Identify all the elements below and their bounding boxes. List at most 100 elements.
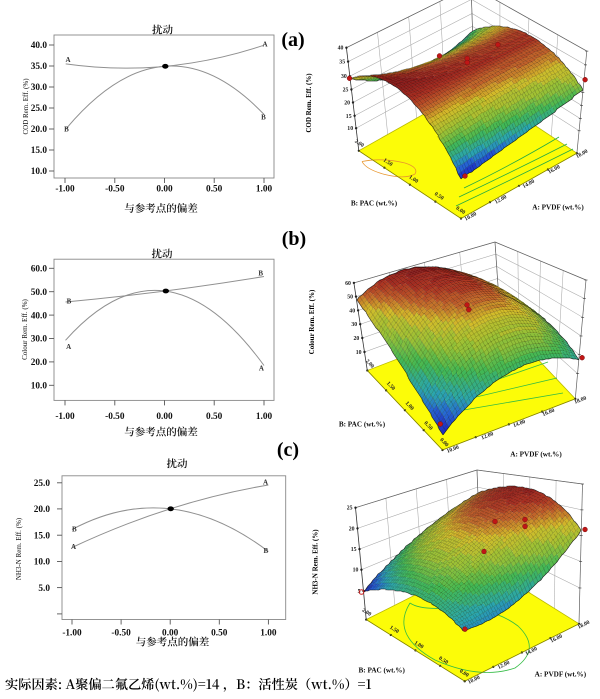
svg-text:Colour Rem. Eff. (%): Colour Rem. Eff. (%) [308, 289, 316, 354]
svg-text:10.0: 10.0 [31, 382, 48, 392]
svg-text:25: 25 [347, 506, 353, 512]
svg-text:35.0: 35.0 [31, 62, 48, 72]
svg-text:2.00: 2.00 [361, 608, 373, 618]
svg-text:0.00: 0.00 [458, 669, 470, 679]
svg-text:10.00: 10.00 [446, 445, 460, 455]
svg-text:(c): (c) [277, 439, 299, 461]
svg-text:30.0: 30.0 [31, 83, 48, 93]
svg-text:-0.50: -0.50 [111, 629, 131, 639]
svg-text:B: PAC (wt.%): B: PAC (wt.%) [339, 421, 386, 429]
svg-text:B: B [258, 269, 263, 277]
svg-text:18.00: 18.00 [574, 395, 588, 405]
svg-text:-1.00: -1.00 [55, 412, 75, 422]
svg-text:50.0: 50.0 [31, 288, 48, 298]
svg-text:A: A [262, 41, 267, 49]
svg-text:25.0: 25.0 [34, 479, 51, 489]
svg-text:30.0: 30.0 [31, 335, 48, 345]
svg-text:16.00: 16.00 [542, 408, 556, 418]
svg-text:14.00: 14.00 [524, 646, 538, 657]
svg-text:A: A [65, 56, 70, 64]
svg-text:1.50: 1.50 [388, 625, 400, 635]
svg-text:NH3-N Rem. Eff. (%): NH3-N Rem. Eff. (%) [15, 517, 23, 580]
svg-text:2.00: 2.00 [364, 358, 375, 369]
svg-text:B: PAC (wt.%): B: PAC (wt.%) [359, 667, 406, 675]
svg-text:40.0: 40.0 [31, 311, 48, 321]
svg-text:COD Rem. Eff. (%): COD Rem. Eff. (%) [22, 78, 30, 135]
svg-text:1.00: 1.00 [256, 412, 273, 422]
svg-text:12.00: 12.00 [481, 431, 495, 441]
svg-text:20: 20 [344, 101, 350, 107]
svg-text:0.50: 0.50 [206, 412, 223, 422]
svg-text:10.00: 10.00 [467, 675, 481, 686]
svg-text:15.0: 15.0 [31, 146, 48, 156]
svg-text:10.0: 10.0 [31, 167, 48, 177]
svg-text:Colour Rem. Eff. (%): Colour Rem. Eff. (%) [21, 298, 29, 359]
svg-text:16.00: 16.00 [550, 633, 564, 644]
svg-text:0.50: 0.50 [437, 656, 449, 666]
svg-text:0.00: 0.00 [438, 437, 449, 448]
svg-text:NH3-N Rem. Eff. (%): NH3-N Rem. Eff. (%) [312, 529, 320, 595]
svg-text:40.0: 40.0 [31, 41, 48, 51]
svg-text:40: 40 [338, 46, 344, 52]
svg-text:10: 10 [347, 126, 353, 132]
svg-text:1.50: 1.50 [382, 158, 394, 169]
svg-text:0.00: 0.00 [162, 629, 179, 639]
svg-text:0.50: 0.50 [433, 191, 445, 202]
svg-text:10.0: 10.0 [34, 558, 51, 568]
svg-text:B: B [64, 126, 69, 134]
svg-text:COD Rem. Eff. (%): COD Rem. Eff. (%) [305, 73, 313, 133]
svg-text:10: 10 [356, 350, 362, 356]
svg-text:A: PVDF (wt.%): A: PVDF (wt.%) [532, 204, 584, 212]
svg-text:B: PAC (wt.%): B: PAC (wt.%) [351, 200, 398, 208]
svg-text:1.00: 1.00 [256, 185, 273, 195]
svg-text:60.0: 60.0 [31, 265, 48, 275]
svg-text:A: A [66, 343, 71, 351]
svg-text:0.50: 0.50 [206, 185, 223, 195]
svg-text:A: PVDF (wt.%): A: PVDF (wt.%) [510, 451, 562, 459]
svg-text:16.00: 16.00 [547, 164, 561, 176]
svg-text:25.0: 25.0 [31, 104, 48, 114]
svg-text:20.0: 20.0 [31, 125, 48, 135]
svg-text:35: 35 [339, 60, 345, 66]
svg-text:10: 10 [353, 568, 359, 574]
svg-text:0.50: 0.50 [211, 629, 228, 639]
svg-text:15: 15 [346, 114, 352, 120]
svg-text:B: B [261, 114, 266, 122]
svg-text:1.50: 1.50 [385, 381, 396, 392]
svg-text:15: 15 [351, 547, 357, 553]
svg-text:2.00: 2.00 [353, 139, 365, 150]
svg-text:(a): (a) [281, 29, 304, 51]
svg-text:0.00: 0.00 [156, 185, 173, 195]
svg-text:-0.50: -0.50 [105, 412, 125, 422]
svg-text:-1.00: -1.00 [62, 629, 82, 639]
svg-text:0.00: 0.00 [455, 206, 467, 217]
svg-text:-1.00: -1.00 [55, 185, 75, 195]
svg-text:12.00: 12.00 [494, 194, 508, 206]
svg-text:40: 40 [349, 308, 355, 314]
svg-text:B: B [263, 547, 268, 555]
svg-text:0.50: 0.50 [422, 420, 433, 431]
svg-text:(b): (b) [282, 228, 306, 250]
svg-text:-0.50: -0.50 [105, 185, 125, 195]
svg-text:20.0: 20.0 [31, 358, 48, 368]
svg-text:1.00: 1.00 [404, 400, 415, 411]
svg-text:A: PVDF (wt.%): A: PVDF (wt.%) [535, 670, 587, 678]
svg-text:1.00: 1.00 [408, 174, 420, 185]
svg-text:60: 60 [345, 281, 351, 287]
svg-text:10.00: 10.00 [464, 211, 478, 223]
svg-text:18.00: 18.00 [577, 620, 591, 631]
svg-text:14.00: 14.00 [522, 179, 536, 191]
svg-text:A: A [259, 365, 264, 373]
svg-text:B: B [72, 526, 77, 534]
svg-text:20: 20 [349, 526, 355, 532]
svg-text:1.00: 1.00 [413, 640, 425, 650]
svg-text:25: 25 [343, 88, 349, 94]
svg-text:20.0: 20.0 [34, 505, 51, 515]
svg-text:5.0: 5.0 [38, 584, 50, 594]
svg-text:14.00: 14.00 [512, 419, 526, 429]
svg-text:12.00: 12.00 [497, 660, 511, 671]
svg-text:0.00: 0.00 [156, 412, 173, 422]
svg-text:50: 50 [347, 295, 353, 301]
svg-text:A: A [263, 478, 268, 486]
svg-text:B: B [67, 298, 72, 306]
